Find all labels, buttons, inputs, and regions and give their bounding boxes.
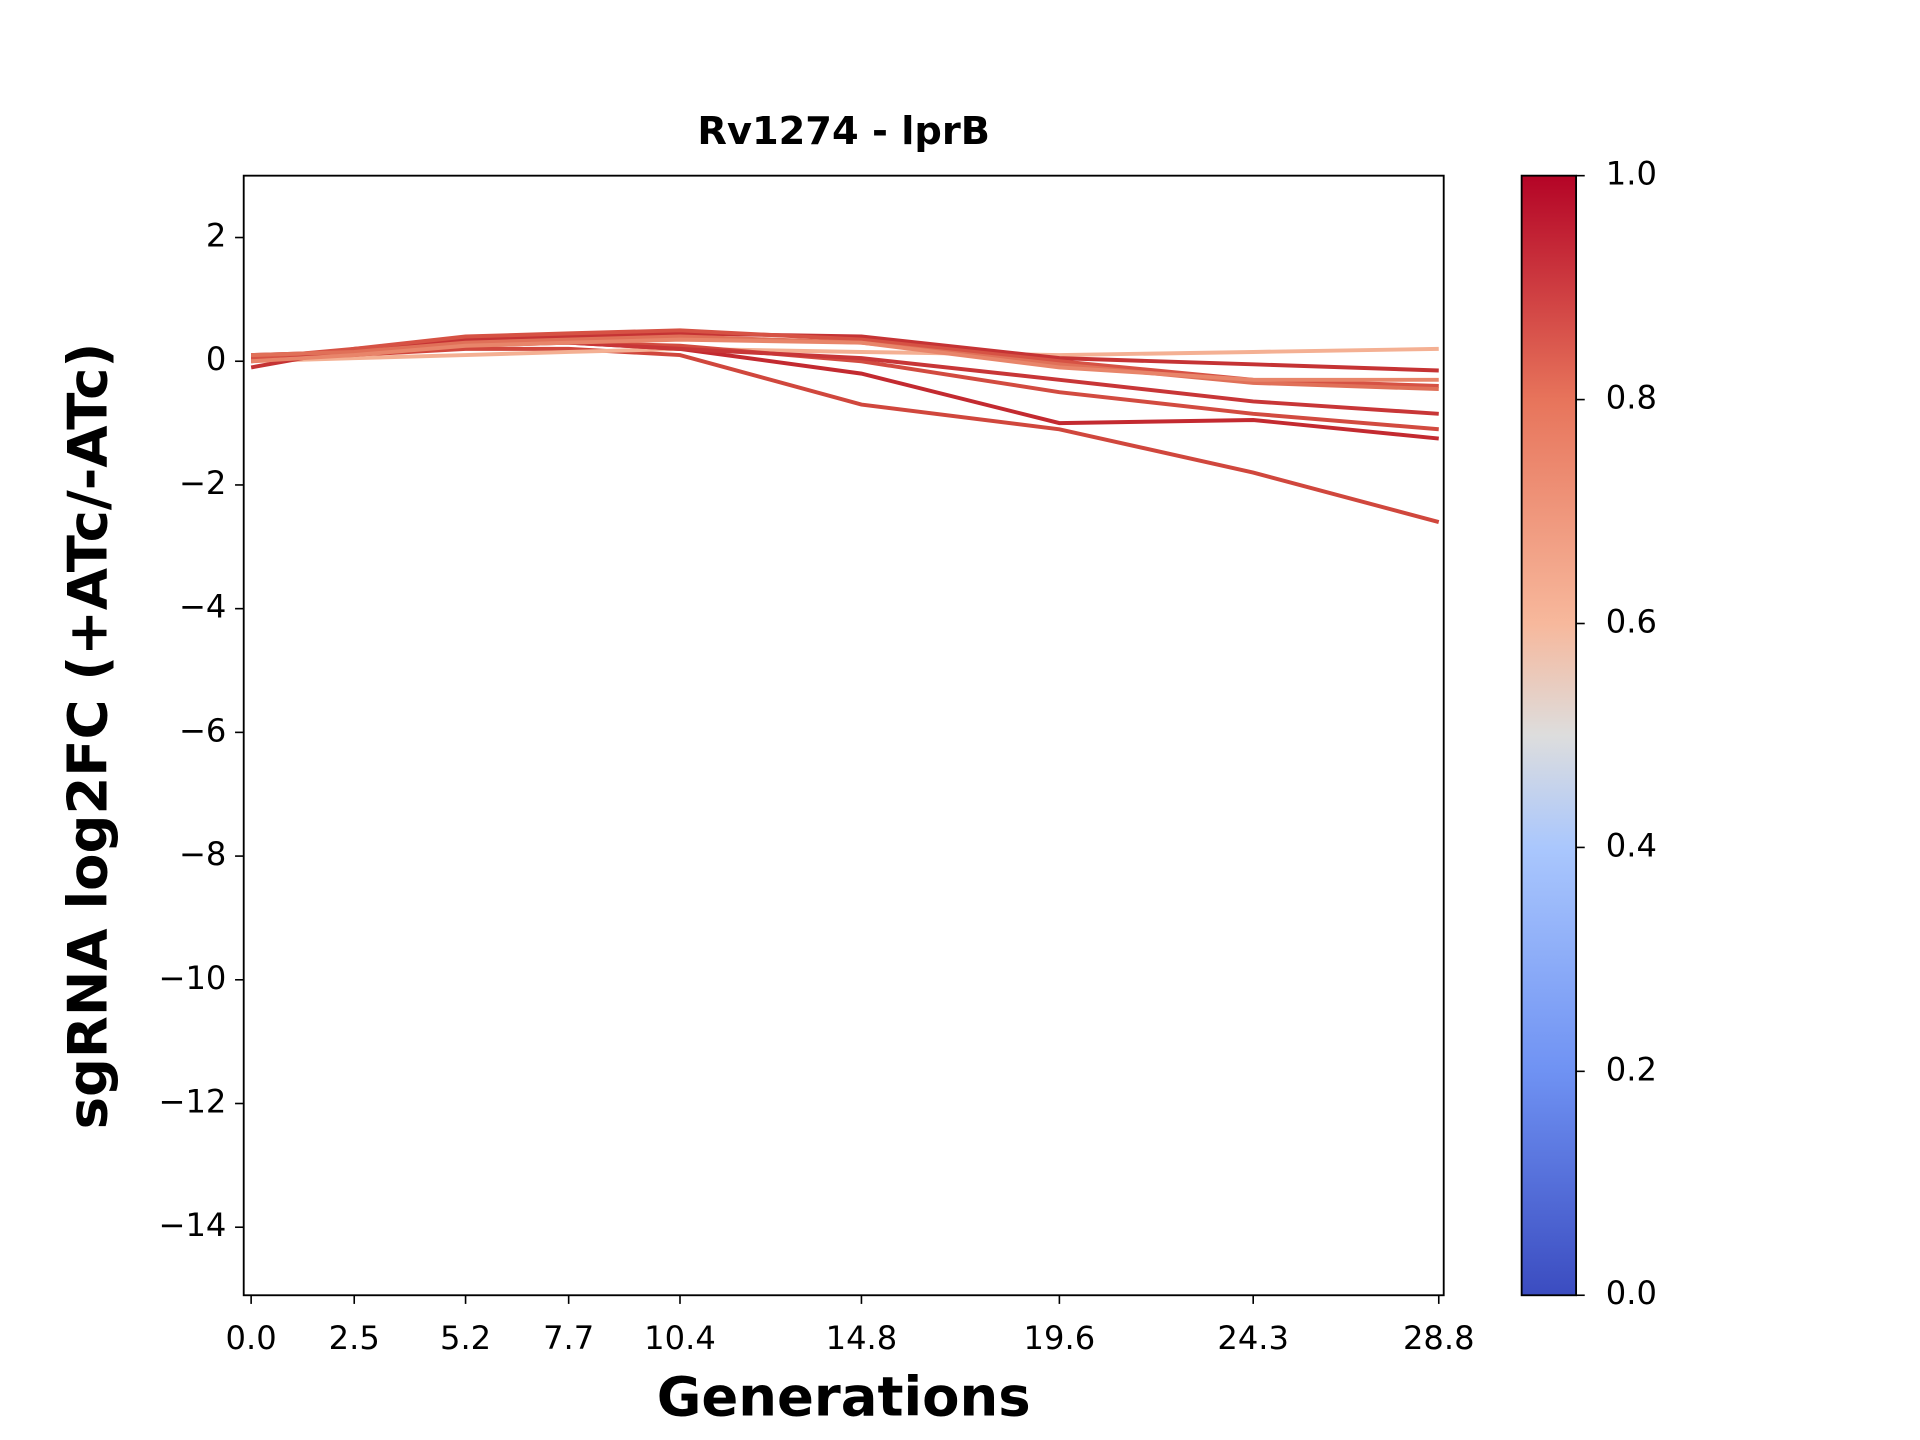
x-tick-label: 7.7 xyxy=(543,1319,594,1357)
chart-title: Rv1274 - lprB xyxy=(697,109,990,154)
x-axis-label: Generations xyxy=(657,1365,1031,1429)
colorbar-tick-label: 0.2 xyxy=(1606,1050,1657,1088)
colorbar-tick-label: 0.8 xyxy=(1606,379,1657,417)
y-tick-label: 0 xyxy=(206,340,226,378)
x-tick-label: 10.4 xyxy=(644,1319,716,1357)
x-tick-label: 5.2 xyxy=(440,1319,491,1357)
colorbar xyxy=(1520,174,1578,1297)
x-tick-label: 2.5 xyxy=(329,1319,380,1357)
x-tick-label: 19.6 xyxy=(1024,1319,1096,1357)
y-tick-label: 2 xyxy=(206,217,226,255)
line xyxy=(251,337,1439,382)
line xyxy=(250,328,1439,388)
plot-frame xyxy=(242,174,1445,1297)
y-axis-label: sgRNA log2FC (+ATc/-ATc) xyxy=(56,343,120,1130)
x-tick-label: 0.0 xyxy=(226,1319,277,1357)
y-tick-label: −14 xyxy=(159,1206,227,1244)
y-tick-label: −6 xyxy=(179,711,226,749)
y-tick-label: −4 xyxy=(179,588,226,626)
x-tick-label: 24.3 xyxy=(1217,1319,1289,1357)
colorbar-tick-label: 0.4 xyxy=(1606,826,1657,864)
y-tick-label: −8 xyxy=(179,835,226,873)
colorbar-tick-label: 1.0 xyxy=(1606,155,1657,193)
colorbar-tick-label: 0.0 xyxy=(1606,1274,1657,1312)
y-tick-label: −2 xyxy=(179,464,226,502)
x-tick-label: 28.8 xyxy=(1403,1319,1475,1357)
colorbar-tick-label: 0.6 xyxy=(1606,603,1657,641)
x-tick-label: 14.8 xyxy=(826,1319,898,1357)
y-tick-label: −10 xyxy=(159,959,227,997)
line xyxy=(251,346,1440,524)
y-tick-label: −12 xyxy=(159,1083,227,1121)
